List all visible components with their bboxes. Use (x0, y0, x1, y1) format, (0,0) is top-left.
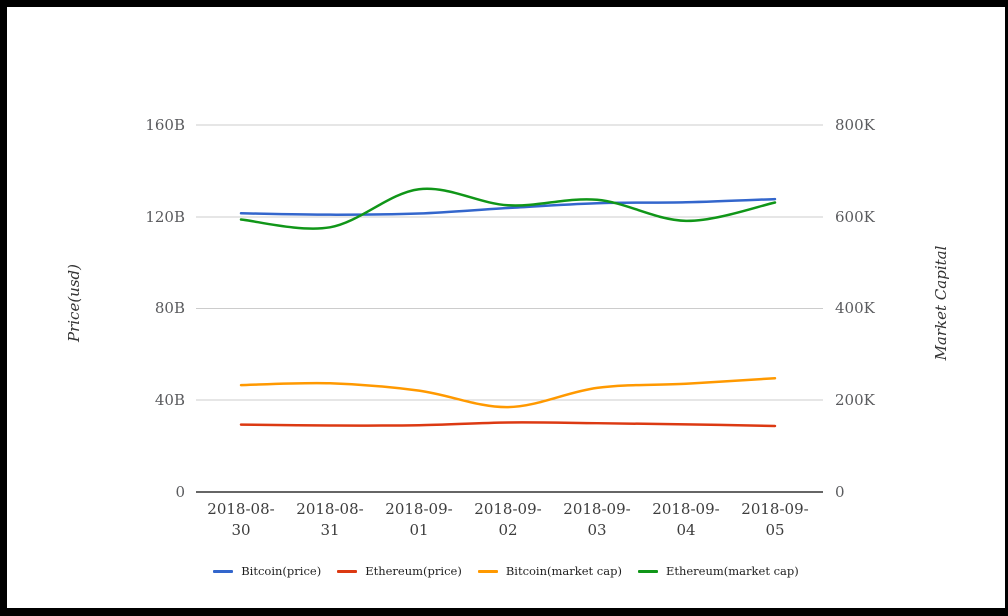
legend-label: Bitcoin(market cap) (505, 564, 622, 578)
legend-label: Bitcoin(price) (241, 564, 322, 578)
x-axis-label: 2018-09-05 (741, 500, 809, 539)
right-axis-tick: 0 (835, 483, 845, 501)
frame-border-left (0, 0, 7, 616)
frame-border-bottom (0, 608, 1008, 616)
series-line-ethereum-price (239, 421, 777, 428)
legend-item-bitcoin-price: Bitcoin(price) (213, 564, 321, 578)
left-axis-tick: 0 (175, 483, 185, 501)
x-axis-label: 2018-08-30 (207, 500, 275, 539)
x-axis-label: 2018-09-04 (652, 500, 720, 539)
legend-label: Ethereum(market cap) (665, 564, 799, 578)
line-swatch-icon (337, 569, 358, 573)
left-axis-tick: 40B (154, 391, 185, 409)
right-axis-title: Market Capital (932, 245, 950, 361)
legend-item-bitcoin-market-cap: Bitcoin(market cap) (477, 564, 622, 578)
right-axis-tick: 200K (835, 391, 875, 409)
line-swatch-icon (213, 569, 234, 573)
x-axis-label: 2018-08-31 (296, 500, 364, 539)
line-swatch-icon (477, 569, 498, 573)
line-swatch-icon (637, 569, 658, 573)
frame-border-right (1005, 0, 1008, 616)
x-axis-label: 2018-09-03 (563, 500, 631, 539)
x-axis-label: 2018-09-01 (385, 500, 453, 539)
right-axis-tick: 800K (835, 116, 875, 134)
legend-item-ethereum-price: Ethereum(price) (337, 564, 462, 578)
right-axis-tick: 600K (835, 208, 875, 226)
series-line-ethereum-market-cap (239, 187, 777, 230)
left-axis-tick: 120B (145, 208, 185, 226)
legend-item-ethereum-market-cap: Ethereum(market cap) (637, 564, 799, 578)
right-axis-tick: 400K (835, 299, 875, 317)
series-line-bitcoin-market-cap (239, 376, 777, 409)
legend-label: Ethereum(price) (365, 564, 462, 578)
left-axis-tick: 80B (154, 299, 185, 317)
series-line-bitcoin-price (239, 197, 777, 216)
gridlines (196, 124, 823, 493)
chart-legend: Bitcoin(price) Ethereum(price) Bitcoin(m… (186, 564, 826, 578)
series-lines (239, 187, 777, 428)
left-axis-tick: 160B (145, 116, 185, 134)
x-axis-label: 2018-09-02 (474, 500, 542, 539)
frame-border-top (0, 0, 1008, 7)
left-axis-title: Price(usd) (65, 264, 83, 343)
